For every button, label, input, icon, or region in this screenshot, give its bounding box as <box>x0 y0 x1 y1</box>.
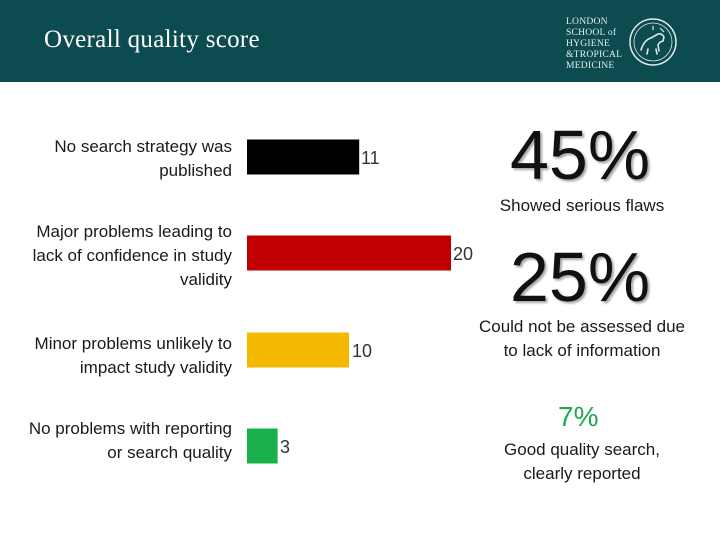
bar-2 <box>247 235 451 271</box>
stat-good-quality-caption: Good quality search, clearly reported <box>504 440 660 483</box>
header-bar: Overall quality score LONDON SCHOOL of H… <box>0 0 720 82</box>
stat-good-quality-value: 7% <box>558 401 599 432</box>
category-label: No search strategy was published <box>54 137 232 180</box>
logo-wordmark: LONDON SCHOOL of HYGIENE &TROPICAL MEDIC… <box>566 16 628 71</box>
slide-title: Overall quality score <box>44 26 260 53</box>
bar-value-label: 20 <box>453 244 473 264</box>
bar-4 <box>247 428 278 464</box>
stat-not-assessed-value: 25% <box>510 238 651 316</box>
logo-line: HYGIENE <box>566 38 611 49</box>
lshtm-logo: LONDON SCHOOL of HYGIENE &TROPICAL MEDIC… <box>566 16 678 71</box>
bar-value-label: 11 <box>361 148 380 168</box>
stat-not-assessed-caption: Could not be assessed due to lack of inf… <box>478 317 686 360</box>
category-label: Minor problems unlikely to impact study … <box>34 334 232 377</box>
logo-line: SCHOOL of <box>566 27 617 38</box>
bar-3 <box>247 332 349 368</box>
bar-chart: 11 20 10 3 <box>247 139 473 464</box>
logo-line: &TROPICAL <box>566 49 623 60</box>
crest-icon <box>629 18 677 66</box>
logo-line: MEDICINE <box>566 60 615 71</box>
bar-value-label: 3 <box>280 437 290 457</box>
stat-serious-flaws-value: 45% <box>510 116 651 194</box>
category-label: No problems with reporting or search qua… <box>28 419 232 462</box>
bar-value-label: 10 <box>352 341 372 361</box>
category-label: Major problems leading to lack of confid… <box>32 222 232 289</box>
bar-1 <box>247 139 360 175</box>
logo-line: LONDON <box>566 16 608 27</box>
stat-serious-flaws-caption: Showed serious flaws <box>499 196 665 215</box>
